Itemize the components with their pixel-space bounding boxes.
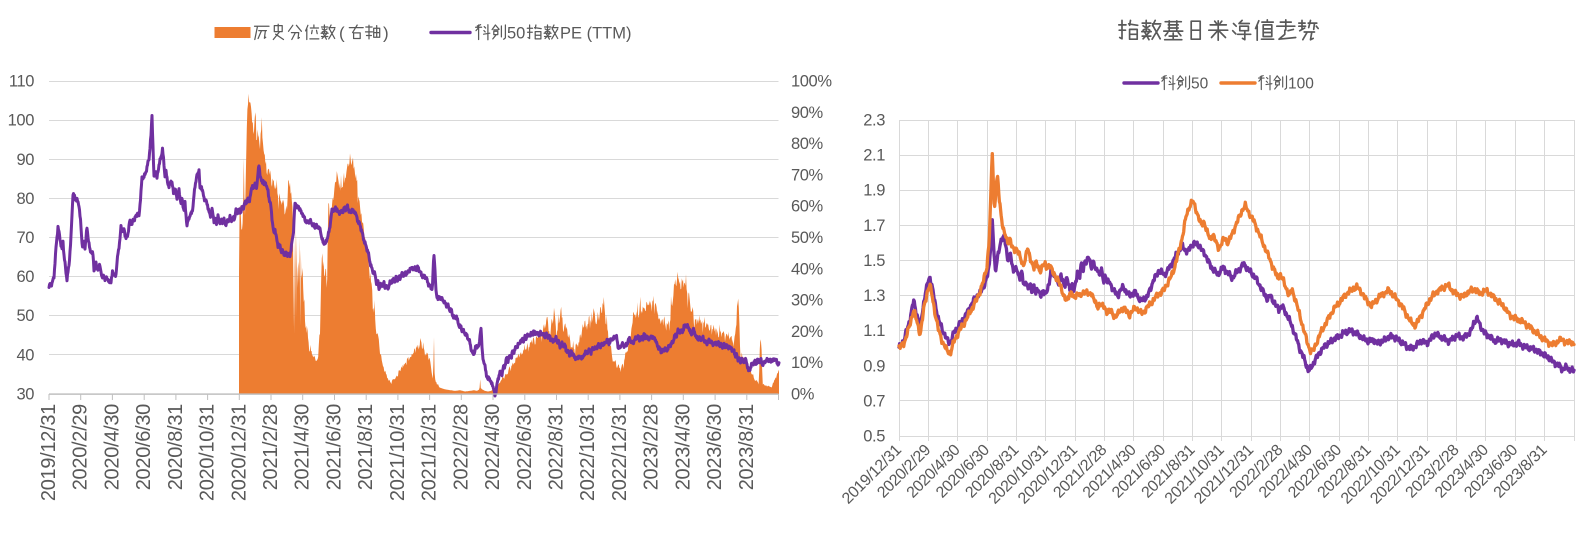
- svg-text:30: 30: [16, 386, 34, 404]
- svg-text:2023/4/30: 2023/4/30: [672, 404, 694, 490]
- svg-text:1.7: 1.7: [863, 217, 885, 235]
- svg-text:2021/12/31: 2021/12/31: [419, 404, 441, 501]
- svg-text:40%: 40%: [791, 260, 824, 278]
- svg-text:30%: 30%: [791, 292, 824, 310]
- svg-text:50: 50: [507, 25, 525, 43]
- svg-text:0.5: 0.5: [863, 428, 885, 446]
- svg-text:2020/10/31: 2020/10/31: [197, 404, 219, 501]
- svg-text:2021/6/30: 2021/6/30: [324, 404, 346, 490]
- svg-text:110: 110: [9, 73, 34, 91]
- svg-text:2019/12/31: 2019/12/31: [38, 404, 60, 501]
- svg-text:80: 80: [16, 190, 34, 208]
- svg-text:2.3: 2.3: [863, 112, 885, 130]
- svg-text:1.1: 1.1: [863, 322, 885, 340]
- svg-text:2021/4/30: 2021/4/30: [292, 404, 314, 490]
- svg-text:50%: 50%: [791, 229, 824, 247]
- svg-text:2020/6/30: 2020/6/30: [133, 404, 155, 490]
- svg-text:2021/8/31: 2021/8/31: [355, 404, 377, 490]
- svg-text:2021/10/31: 2021/10/31: [387, 404, 409, 501]
- svg-text:2020/4/30: 2020/4/30: [101, 404, 123, 490]
- svg-text:2022/10/31: 2022/10/31: [577, 404, 599, 501]
- svg-text:): ): [383, 24, 389, 43]
- svg-text:100: 100: [1288, 76, 1314, 93]
- svg-text:20%: 20%: [791, 323, 824, 341]
- svg-text:90: 90: [16, 151, 34, 169]
- svg-text:2020/12/31: 2020/12/31: [228, 404, 250, 501]
- svg-text:1.5: 1.5: [863, 252, 885, 270]
- svg-text:0.7: 0.7: [863, 392, 885, 410]
- svg-text:100%: 100%: [791, 73, 832, 91]
- svg-text:10%: 10%: [791, 354, 824, 372]
- svg-text:2022/2/28: 2022/2/28: [450, 404, 472, 490]
- svg-text:60: 60: [16, 268, 34, 286]
- svg-text:90%: 90%: [791, 104, 824, 122]
- svg-text:2022/12/31: 2022/12/31: [609, 404, 631, 501]
- svg-text:40: 40: [16, 346, 34, 364]
- svg-text:2022/8/31: 2022/8/31: [546, 404, 568, 490]
- svg-text:2021/2/28: 2021/2/28: [260, 404, 282, 490]
- svg-text:70%: 70%: [791, 166, 824, 184]
- svg-text:50: 50: [16, 307, 34, 325]
- svg-text:2020/2/29: 2020/2/29: [70, 404, 92, 490]
- svg-text:100: 100: [8, 112, 35, 130]
- svg-text:(: (: [339, 24, 345, 43]
- svg-text:2020/8/31: 2020/8/31: [165, 404, 187, 490]
- svg-text:2023/6/30: 2023/6/30: [704, 404, 726, 490]
- svg-text:70: 70: [16, 229, 34, 247]
- svg-text:2.1: 2.1: [863, 147, 885, 165]
- svg-text:0%: 0%: [791, 386, 815, 404]
- svg-text:2022/6/30: 2022/6/30: [514, 404, 536, 490]
- svg-text:50: 50: [1191, 76, 1209, 93]
- svg-text:2023/8/31: 2023/8/31: [736, 404, 758, 490]
- svg-text:2022/4/30: 2022/4/30: [482, 404, 504, 490]
- svg-text:1.3: 1.3: [863, 287, 885, 305]
- svg-text:60%: 60%: [791, 198, 824, 216]
- svg-text:1.9: 1.9: [863, 182, 885, 200]
- svg-text:2023/2/28: 2023/2/28: [641, 404, 663, 490]
- svg-text:80%: 80%: [791, 135, 824, 153]
- svg-text:PE (TTM): PE (TTM): [560, 25, 632, 43]
- svg-text:0.9: 0.9: [863, 357, 885, 375]
